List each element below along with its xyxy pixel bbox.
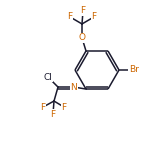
Text: Cl: Cl — [44, 73, 52, 82]
Text: F: F — [61, 103, 67, 112]
Text: Br: Br — [129, 66, 139, 74]
Text: F: F — [80, 6, 86, 16]
Text: F: F — [67, 12, 73, 21]
Text: N: N — [71, 83, 77, 92]
Text: O: O — [78, 33, 85, 42]
Text: F: F — [50, 110, 56, 119]
Text: F: F — [92, 12, 97, 21]
Text: F: F — [40, 103, 46, 112]
